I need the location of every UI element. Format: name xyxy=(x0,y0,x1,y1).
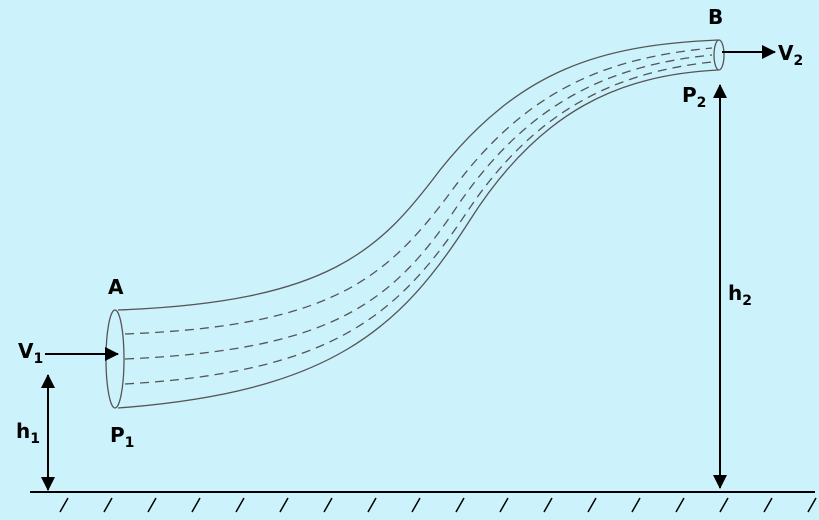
label-v2: V2 xyxy=(778,41,803,69)
hatch-line xyxy=(235,497,245,513)
label-text: V xyxy=(18,339,34,363)
label-p1: P1 xyxy=(110,423,134,451)
label-text: h xyxy=(728,281,742,305)
hatch-line xyxy=(367,497,377,513)
label-h1: h1 xyxy=(16,419,40,447)
hatch-line xyxy=(499,497,509,513)
label-p2: P2 xyxy=(682,83,706,111)
hatch-line xyxy=(279,497,289,513)
hatch-line xyxy=(543,497,553,513)
label-subscript: 2 xyxy=(697,95,707,111)
streamline xyxy=(124,54,713,360)
label-b: B xyxy=(708,5,723,29)
hatch-line xyxy=(455,497,465,513)
label-subscript: 2 xyxy=(793,53,803,69)
label-text: B xyxy=(708,5,723,29)
label-text: V xyxy=(778,41,794,65)
pipe-bottom xyxy=(117,69,719,409)
hatch-line xyxy=(103,497,113,513)
label-v1: V1 xyxy=(18,339,43,367)
label-a: A xyxy=(108,275,124,299)
hatch-line xyxy=(59,497,69,513)
hatch-line xyxy=(719,497,729,513)
label-text: P xyxy=(682,83,697,107)
streamline xyxy=(124,61,713,385)
hatch-line xyxy=(807,497,817,513)
pipe-top xyxy=(117,39,719,311)
ground-hatching xyxy=(59,497,817,513)
hatch-line xyxy=(147,497,157,513)
label-subscript: 1 xyxy=(30,431,40,447)
label-subscript: 1 xyxy=(125,435,135,451)
hatch-line xyxy=(587,497,597,513)
hatch-line xyxy=(411,497,421,513)
label-text: A xyxy=(108,275,124,299)
label-text: P xyxy=(110,423,125,447)
hatch-line xyxy=(763,497,773,513)
hatch-line xyxy=(323,497,333,513)
label-text: h xyxy=(16,419,30,443)
hatch-line xyxy=(191,497,201,513)
hatch-line xyxy=(675,497,685,513)
outlet-section xyxy=(713,39,725,71)
label-subscript: 1 xyxy=(33,351,43,367)
label-subscript: 2 xyxy=(742,293,752,309)
hatch-line xyxy=(631,497,641,513)
label-h2: h2 xyxy=(728,281,752,309)
